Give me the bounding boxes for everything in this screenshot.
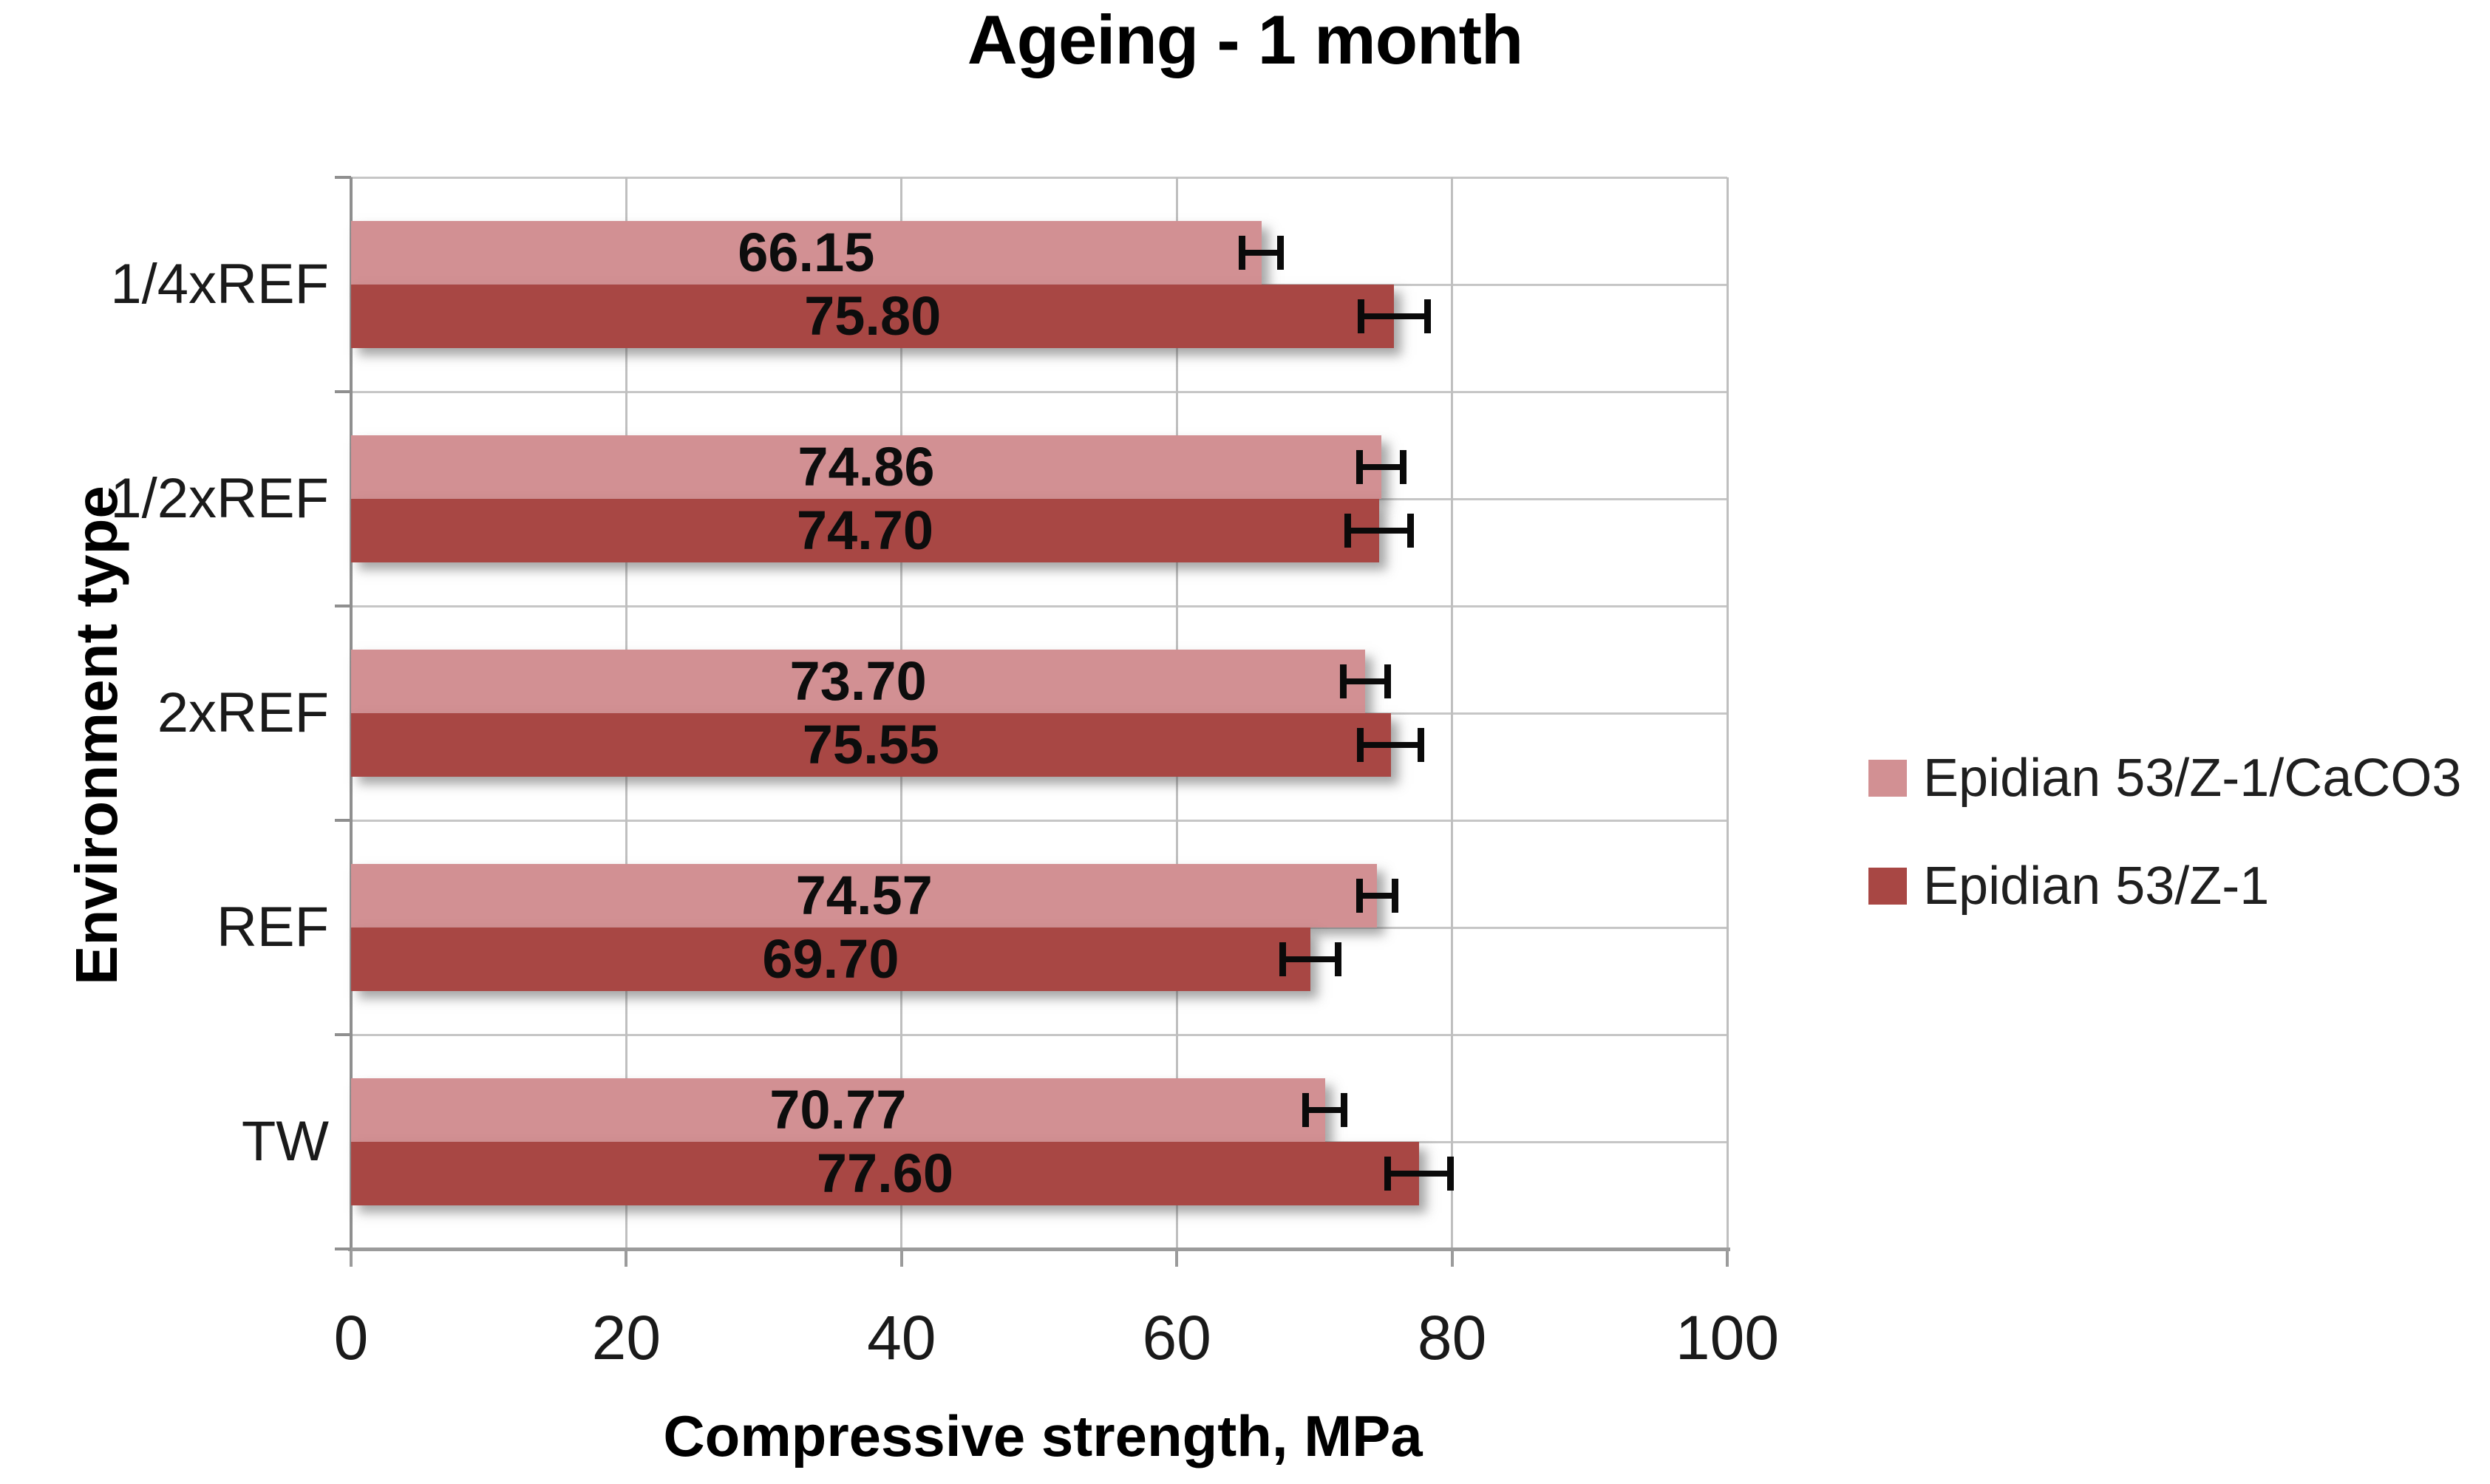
error-bar-cap-right	[1400, 450, 1407, 484]
x-axis-line	[348, 1248, 1730, 1251]
bar-epidian-53-z-1-c1	[351, 499, 1379, 562]
gridline-h	[351, 1033, 1727, 1036]
gridline-h	[351, 390, 1727, 393]
legend-entry: Epidian 53/Z-1	[1868, 856, 2269, 916]
y-tick-mark	[335, 819, 351, 822]
gridline-h	[351, 819, 1727, 822]
bar-epidian-53-z-1-c4	[351, 1142, 1419, 1205]
error-bar-line	[1387, 1171, 1451, 1177]
error-bar-cap-right	[1447, 1157, 1455, 1191]
error-bar-cap-left	[1355, 450, 1363, 484]
chart-title: Ageing - 1 month	[967, 1, 1524, 78]
legend-swatch	[1868, 760, 1907, 797]
error-bar-cap-right	[1384, 664, 1391, 698]
gridline-v	[1726, 177, 1729, 1249]
error-bar-cap-right	[1277, 236, 1285, 270]
gridline-v	[1451, 177, 1454, 1249]
category-label: REF	[217, 896, 329, 959]
x-tick-mark	[899, 1249, 903, 1267]
error-bar-cap-right	[1334, 942, 1341, 976]
error-bar-cap-left	[1344, 514, 1351, 548]
error-bar-cap-right	[1418, 728, 1425, 762]
x-tick-label: 80	[1417, 1303, 1487, 1372]
x-tick-mark	[1450, 1249, 1454, 1267]
legend-entry: Epidian 53/Z-1/CaCO3	[1868, 748, 2461, 809]
bar-epidian-53-z-1-caco3-c2	[351, 650, 1366, 713]
bar-epidian-53-z-1-c2	[351, 713, 1391, 777]
x-tick-label: 20	[591, 1303, 661, 1372]
x-axis-title: Compressive strength, MPa	[663, 1403, 1423, 1468]
error-bar-line	[1359, 464, 1404, 470]
category-label: TW	[241, 1110, 329, 1173]
y-tick-mark	[335, 176, 351, 179]
error-bar-cap-left	[1340, 664, 1347, 698]
error-bar-line	[1361, 313, 1428, 319]
error-bar-cap-right	[1407, 514, 1415, 548]
x-tick-mark	[350, 1249, 353, 1267]
bar-epidian-53-z-1-caco3-c1	[351, 435, 1381, 499]
error-bar-line	[1347, 528, 1411, 534]
x-tick-mark	[1175, 1249, 1179, 1267]
gridline-h	[351, 605, 1727, 607]
bar-epidian-53-z-1-caco3-c3	[351, 864, 1378, 928]
error-bar-line	[1242, 250, 1281, 256]
x-tick-label: 0	[333, 1303, 369, 1372]
y-tick-mark	[335, 1033, 351, 1036]
error-bar-cap-right	[1423, 299, 1431, 333]
error-bar-cap-left	[1384, 1157, 1391, 1191]
x-tick-label: 60	[1142, 1303, 1211, 1372]
category-label: 2xREF	[157, 681, 329, 744]
error-bar-cap-left	[1239, 236, 1246, 270]
legend-label: Epidian 53/Z-1/CaCO3	[1923, 749, 2462, 808]
legend-label: Epidian 53/Z-1	[1923, 857, 2270, 916]
y-tick-mark	[335, 605, 351, 607]
bar-epidian-53-z-1-caco3-c0	[351, 221, 1262, 285]
error-bar-line	[1282, 956, 1338, 962]
bar-epidian-53-z-1-caco3-c4	[351, 1078, 1325, 1142]
y-tick-mark	[335, 1248, 351, 1250]
error-bar-cap-left	[1302, 1093, 1310, 1127]
gridline-h	[351, 176, 1727, 179]
legend-swatch	[1868, 868, 1907, 905]
error-bar-line	[1343, 678, 1388, 684]
error-bar-line	[1359, 893, 1395, 899]
error-bar-cap-left	[1358, 299, 1365, 333]
plot-area: 0 20 40 60 80 100 1/4xREF 1/2xREF 2xREF REF TW 66.1…	[110, 176, 1779, 1372]
error-bar-line	[1305, 1107, 1344, 1113]
y-tick-mark	[335, 390, 351, 393]
error-bar-line	[1360, 742, 1421, 748]
bar-epidian-53-z-1-c3	[351, 928, 1310, 991]
x-tick-mark	[1726, 1249, 1729, 1267]
category-label: 1/2xREF	[110, 467, 329, 530]
error-bar-cap-right	[1392, 879, 1399, 913]
x-tick-label: 40	[867, 1303, 936, 1372]
error-bar-cap-right	[1341, 1093, 1348, 1127]
bar-epidian-53-z-1-c0	[351, 285, 1395, 348]
x-tick-mark	[625, 1249, 628, 1267]
error-bar-cap-left	[1357, 728, 1364, 762]
error-bar-cap-left	[1355, 879, 1363, 913]
category-label: 1/4xREF	[110, 253, 329, 316]
error-bar-cap-left	[1279, 942, 1287, 976]
x-tick-label: 100	[1675, 1303, 1780, 1372]
